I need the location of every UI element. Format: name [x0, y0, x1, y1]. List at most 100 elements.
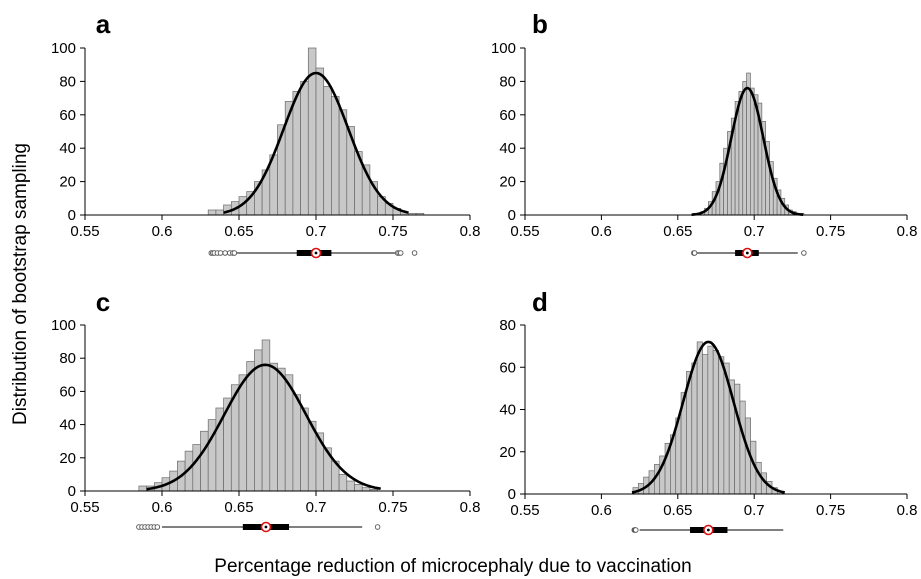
histogram-bar: [702, 354, 709, 495]
x-tick-label: 0.55: [510, 502, 539, 519]
histogram-bar: [292, 91, 301, 216]
boxplot-outlier: [231, 250, 238, 256]
boxplot-outlier: [691, 250, 698, 256]
boxplot-median-dot: [745, 251, 749, 255]
x-tick-label: 0.6: [591, 502, 612, 519]
x-tick-label: 0.55: [70, 499, 99, 516]
y-tick-label: 0: [68, 483, 76, 500]
histogram-bar: [707, 345, 714, 495]
normal-fit-curve: [691, 86, 804, 216]
x-tick-label: 0.65: [663, 223, 692, 240]
x-tick-label: 0.65: [663, 502, 692, 519]
boxplot-outlier: [801, 250, 807, 256]
histogram-bar: [138, 485, 147, 492]
histogram-bar: [354, 484, 363, 492]
boxplot-outlier: [154, 524, 161, 530]
histogram-bar: [323, 86, 332, 216]
histogram-bar: [192, 444, 201, 492]
boxplot-median-dot: [706, 528, 710, 532]
histogram-bar: [254, 349, 263, 492]
y-tick-label: 20: [499, 174, 516, 191]
y-tick-label: 60: [499, 107, 516, 124]
normal-fit-curve: [631, 340, 786, 494]
boxplot-outlier: [411, 250, 418, 256]
chart-panel-d: d 0 20 40 60 80 0.55 0.6 0.65 0.7 0.75 0.8: [499, 287, 918, 536]
histogram-bar: [277, 367, 286, 492]
histogram-bar: [292, 394, 301, 492]
y-tick-label: 20: [59, 174, 76, 191]
panel-letter: b: [532, 9, 548, 39]
histogram-bar: [269, 362, 278, 492]
boxplot-outlier: [633, 527, 639, 533]
histogram-bar: [718, 356, 725, 495]
y-tick-label: 20: [499, 444, 516, 461]
y-tick-label: 80: [59, 350, 76, 367]
boxplot-outlier: [374, 524, 381, 530]
y-tick-label: 0: [508, 486, 516, 503]
x-tick-label: 0.75: [816, 223, 845, 240]
y-tick-label: 40: [499, 402, 516, 419]
histogram-bar: [734, 383, 741, 495]
normal-fit-curve: [223, 71, 409, 214]
x-tick-label: 0.8: [460, 499, 481, 516]
y-tick-label: 40: [59, 140, 76, 157]
y-tick-label: 60: [59, 383, 76, 400]
y-tick-label: 0: [68, 207, 76, 224]
histogram-bar: [246, 361, 255, 492]
histogram-bar: [200, 430, 209, 492]
histogram-bar: [746, 72, 751, 216]
y-tick-label: 100: [51, 40, 76, 57]
y-axis-title: Distribution of bootstrap sampling: [10, 143, 31, 425]
y-tick-label: 100: [491, 40, 516, 57]
histogram-bar: [284, 374, 294, 492]
x-tick-label: 0.65: [224, 499, 253, 516]
boxplot-outlier: [222, 250, 228, 256]
x-tick-label: 0.6: [152, 223, 173, 240]
x-tick-label: 0.6: [152, 499, 173, 516]
x-tick-label: 0.8: [897, 502, 918, 519]
x-axis-title: Percentage reduction of microcephaly due…: [214, 556, 691, 577]
histogram-bar: [712, 350, 719, 495]
histogram-bar: [691, 362, 698, 495]
y-tick-label: 80: [499, 73, 516, 90]
panels: a 0 20 40 60 80 100 0.55 0.6 0.65 0.7 0.75 0.8 b 0 20 40…: [51, 9, 918, 536]
x-tick-label: 0.6: [591, 223, 612, 240]
x-tick-label: 0.7: [306, 223, 327, 240]
x-tick-label: 0.75: [378, 223, 407, 240]
x-tick-label: 0.8: [897, 223, 918, 240]
y-tick-label: 20: [59, 450, 76, 467]
y-tick-label: 60: [59, 107, 76, 124]
y-tick-label: 60: [499, 359, 516, 376]
boxplot-outlier: [217, 250, 224, 256]
panel-letter: a: [96, 9, 111, 39]
y-tick-label: 0: [508, 207, 516, 224]
histogram-bar: [300, 407, 309, 492]
histogram-bar: [338, 109, 348, 216]
x-tick-label: 0.7: [744, 502, 765, 519]
panel-letter: d: [532, 287, 548, 317]
chart-panel-c: c 0 20 40 60 80 100 0.55 0.6 0.65 0.7 0.75 0.8: [51, 287, 481, 533]
panel-letter: c: [96, 287, 110, 317]
x-tick-label: 0.55: [70, 223, 99, 240]
boxplot-median-dot: [264, 525, 268, 529]
chart-panel-a: a 0 20 40 60 80 100 0.55 0.6 0.65 0.7 0.75 0.8: [51, 9, 480, 259]
chart-panel-b: b 0 20 40 60 80 100 0.55 0.6 0.65 0.7 0.75 0.8: [491, 9, 918, 259]
histogram-bar: [738, 91, 744, 216]
histogram-bar: [300, 81, 309, 216]
normal-fit-curve: [146, 363, 381, 491]
histogram-bar: [739, 400, 746, 495]
y-tick-label: 100: [51, 317, 76, 334]
x-tick-label: 0.65: [224, 223, 253, 240]
y-tick-label: 40: [59, 417, 76, 434]
x-tick-label: 0.55: [510, 223, 539, 240]
y-tick-label: 80: [59, 73, 76, 90]
y-tick-label: 40: [499, 140, 516, 157]
histogram-bar: [742, 81, 747, 216]
y-tick-label: 80: [499, 317, 516, 334]
histogram-bar: [338, 474, 348, 492]
histogram-bar: [331, 96, 340, 216]
histogram-bar: [696, 341, 703, 495]
histogram-bar: [215, 209, 224, 216]
boxplot-median-dot: [314, 251, 318, 255]
